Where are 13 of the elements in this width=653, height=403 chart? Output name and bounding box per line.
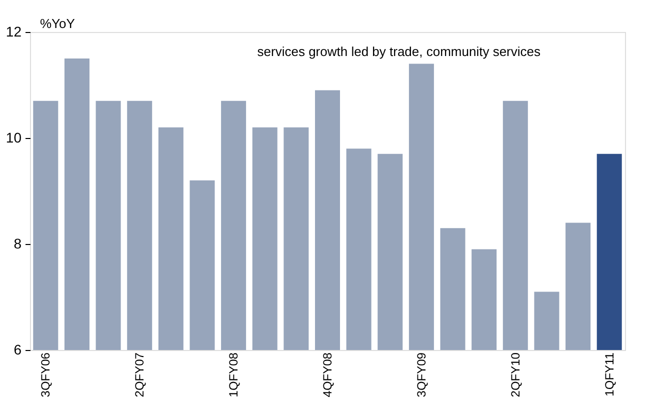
x-tick-label: 2QFY10 [508,352,522,398]
x-tick-label: 3QFY09 [414,352,428,398]
y-tick-label: 8 [14,236,22,252]
y-tick-label: 6 [14,342,22,358]
y-tick-label: 10 [6,130,22,146]
x-tick-label: 1QFY08 [226,352,241,398]
y-axis-title: %YoY [40,16,76,31]
x-tick-label: 3QFY06 [38,352,53,398]
annotation: services growth led by trade, community services [257,44,542,59]
x-tick-label: 4QFY08 [320,352,334,398]
x-tick-label: 2QFY07 [132,352,147,398]
x-tick-label: 1QFY11 [602,352,616,396]
y-tick-label: 12 [6,24,22,40]
